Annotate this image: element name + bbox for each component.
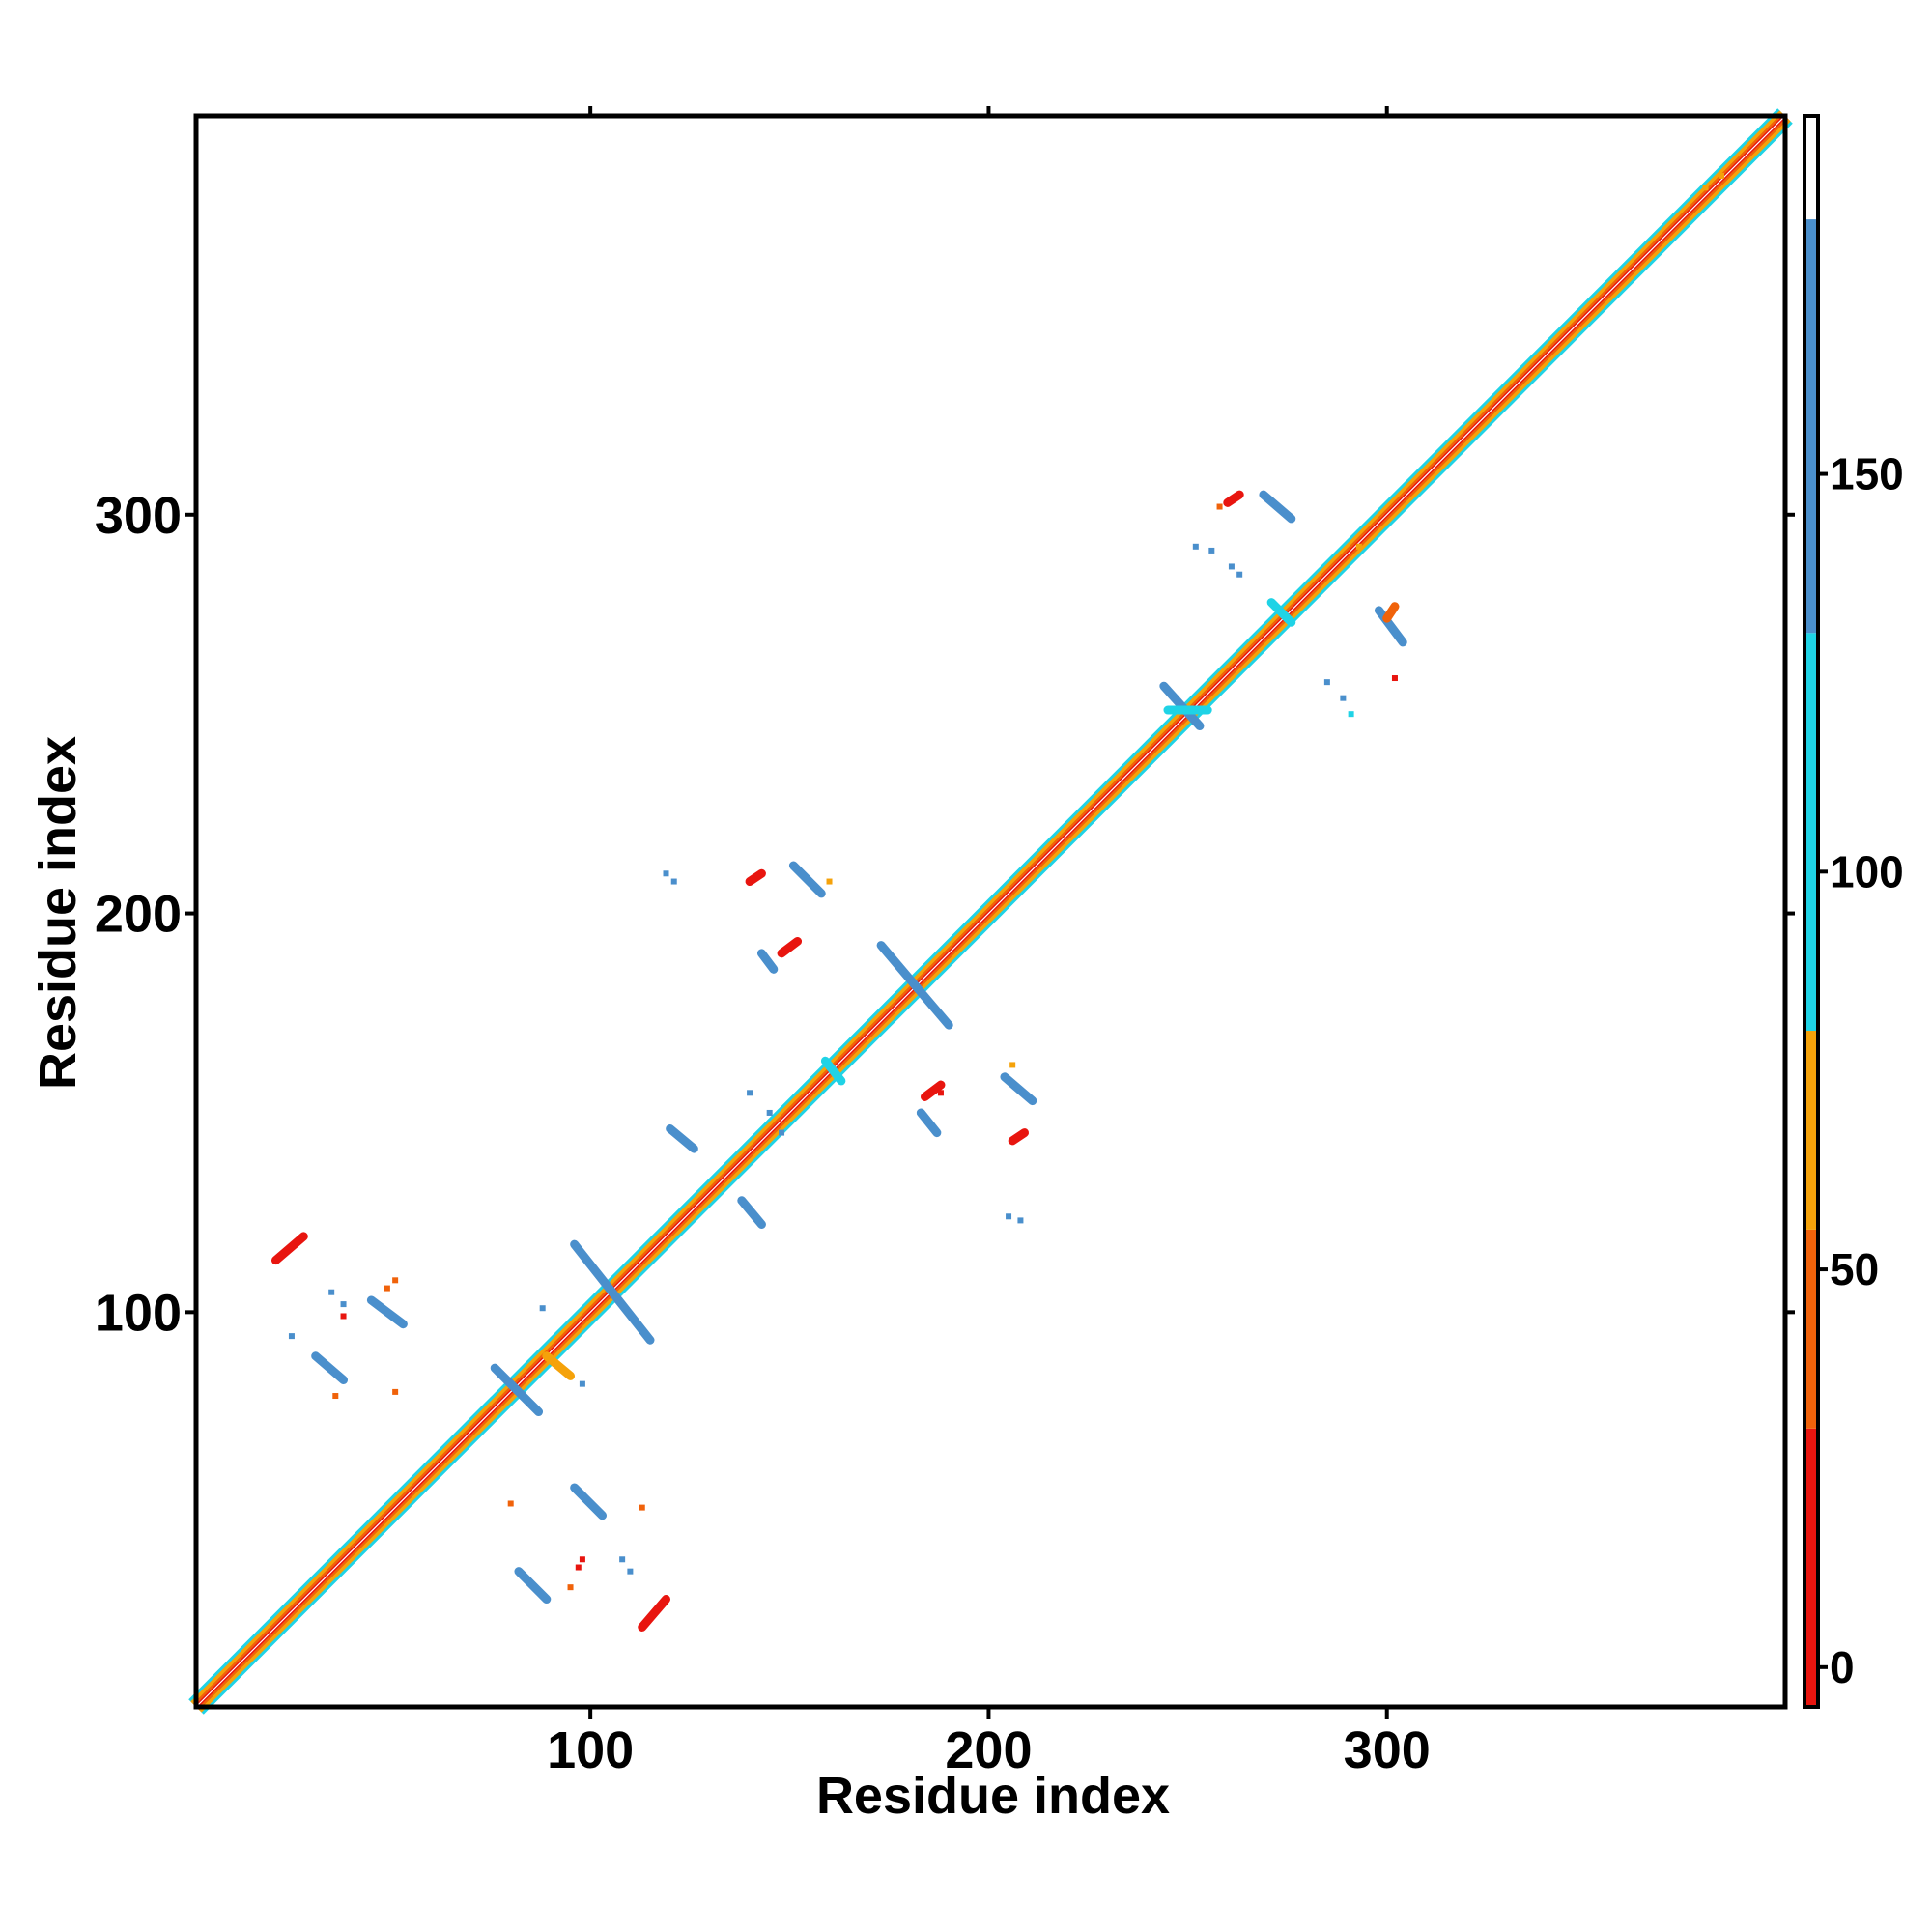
contact-segment-25	[1382, 602, 1400, 623]
contact-segment-6	[514, 1567, 552, 1605]
contact-segment-0	[570, 1239, 655, 1345]
contact-segment-9	[1000, 1072, 1037, 1106]
colorbar-tick-label-0: 0	[1830, 1642, 1855, 1692]
colorbar-band-1	[1804, 1229, 1818, 1429]
contact-dot-32	[1348, 711, 1354, 718]
contact-segment-12	[666, 1123, 698, 1153]
contact-dot-29	[1236, 571, 1243, 578]
contact-dot-28	[1228, 563, 1235, 570]
contact-dot-13	[619, 1556, 626, 1563]
contact-dot-20	[766, 1109, 773, 1116]
contact-dot-34	[1216, 503, 1223, 510]
contact-dot-3	[340, 1313, 347, 1320]
diagonal-center	[195, 115, 1786, 1708]
contact-segment-2	[490, 1363, 544, 1417]
x-axis-ticks: 100 200 300	[547, 106, 1431, 1779]
contact-segment-15	[916, 1108, 942, 1138]
contact-dot-1	[340, 1301, 347, 1308]
y-tick-label-2: 300	[95, 487, 182, 545]
plot-border	[193, 113, 1788, 1710]
contact-dot-4	[392, 1277, 399, 1284]
y-tick-label-1: 200	[95, 886, 182, 944]
contact-dot-24	[1009, 1062, 1016, 1068]
contact-segment-22	[745, 868, 766, 887]
contact-segment-24	[1008, 1128, 1030, 1146]
contact-segment-26	[1223, 490, 1244, 507]
colorbar-tick-label-1: 50	[1830, 1244, 1879, 1294]
contact-dot-33	[1391, 675, 1398, 682]
colorbar-tick-label-2: 100	[1830, 846, 1904, 896]
contact-dot-0	[328, 1289, 335, 1295]
contact-dot-5	[384, 1285, 390, 1292]
colorbar-band-4	[1804, 219, 1818, 634]
contact-segment-21	[777, 936, 803, 958]
contact-segment-27	[542, 1351, 576, 1380]
diagonal-layer	[188, 108, 1793, 1715]
y-axis-ticks: 100 200 300	[95, 487, 1795, 1342]
contact-segment-17	[820, 1056, 846, 1086]
contact-segment-8	[788, 861, 826, 898]
contact-segment-10	[1259, 490, 1296, 524]
contact-segment-7	[570, 1483, 608, 1520]
contact-dot-25	[539, 1305, 546, 1312]
contact-dot-38	[1719, 172, 1725, 179]
contact-dot-6	[392, 1388, 399, 1395]
contact-dot-35	[1192, 543, 1199, 550]
contact-dot-23	[937, 1090, 944, 1096]
contact-dot-21	[779, 1129, 785, 1136]
contact-dot-30	[1323, 679, 1330, 686]
colorbar: 0 50 100 150	[1803, 114, 1904, 1709]
contact-dot-12	[627, 1568, 634, 1575]
contact-segment-19	[270, 1232, 308, 1265]
x-tick-label-0: 100	[547, 1721, 634, 1779]
contact-segment-13	[737, 1196, 766, 1230]
contact-dot-14	[639, 1504, 645, 1511]
contact-dot-9	[579, 1556, 585, 1563]
x-tick-label-2: 300	[1344, 1721, 1431, 1779]
colorbar-border	[1803, 114, 1820, 1709]
contacts-layer	[270, 172, 1725, 1632]
contact-dot-19	[1017, 1217, 1024, 1224]
contact-dot-37	[1702, 185, 1709, 191]
contact-segment-14	[756, 949, 779, 974]
contact-dot-26	[579, 1380, 585, 1387]
contact-dot-8	[575, 1564, 582, 1571]
contact-dot-16	[670, 878, 677, 885]
x-axis-title: Residue index	[816, 1767, 1170, 1825]
contact-dot-15	[663, 870, 669, 877]
contact-dot-36	[1355, 543, 1362, 550]
contact-dot-17	[826, 878, 833, 885]
contact-dot-2	[288, 1333, 295, 1340]
colorbar-band-5	[1804, 116, 1818, 220]
plot-frame	[193, 113, 1788, 1710]
contact-segment-1	[876, 941, 953, 1030]
contact-segment-20	[638, 1595, 670, 1632]
contact-dot-11	[507, 1500, 514, 1507]
contact-dot-27	[1208, 547, 1215, 554]
contact-dot-22	[747, 1090, 753, 1096]
contact-segment-18	[1266, 598, 1296, 627]
contact-segment-11	[1374, 606, 1407, 647]
contact-dot-31	[1340, 695, 1347, 701]
colorbar-band-2	[1804, 1031, 1818, 1230]
y-axis-title: Residue index	[29, 736, 87, 1090]
colorbar-band-0	[1804, 1428, 1818, 1707]
contact-dot-18	[1006, 1213, 1012, 1220]
contact-segment-23	[920, 1080, 946, 1101]
contact-segment-4	[311, 1351, 349, 1385]
contact-dot-10	[567, 1584, 574, 1591]
y-tick-label-0: 100	[95, 1284, 182, 1342]
colorbar-tick-label-3: 150	[1830, 449, 1904, 499]
x-tick-label-1: 200	[945, 1721, 1032, 1779]
colorbar-band-3	[1804, 633, 1818, 1032]
contact-segment-5	[366, 1295, 408, 1329]
contact-dot-7	[332, 1393, 339, 1400]
